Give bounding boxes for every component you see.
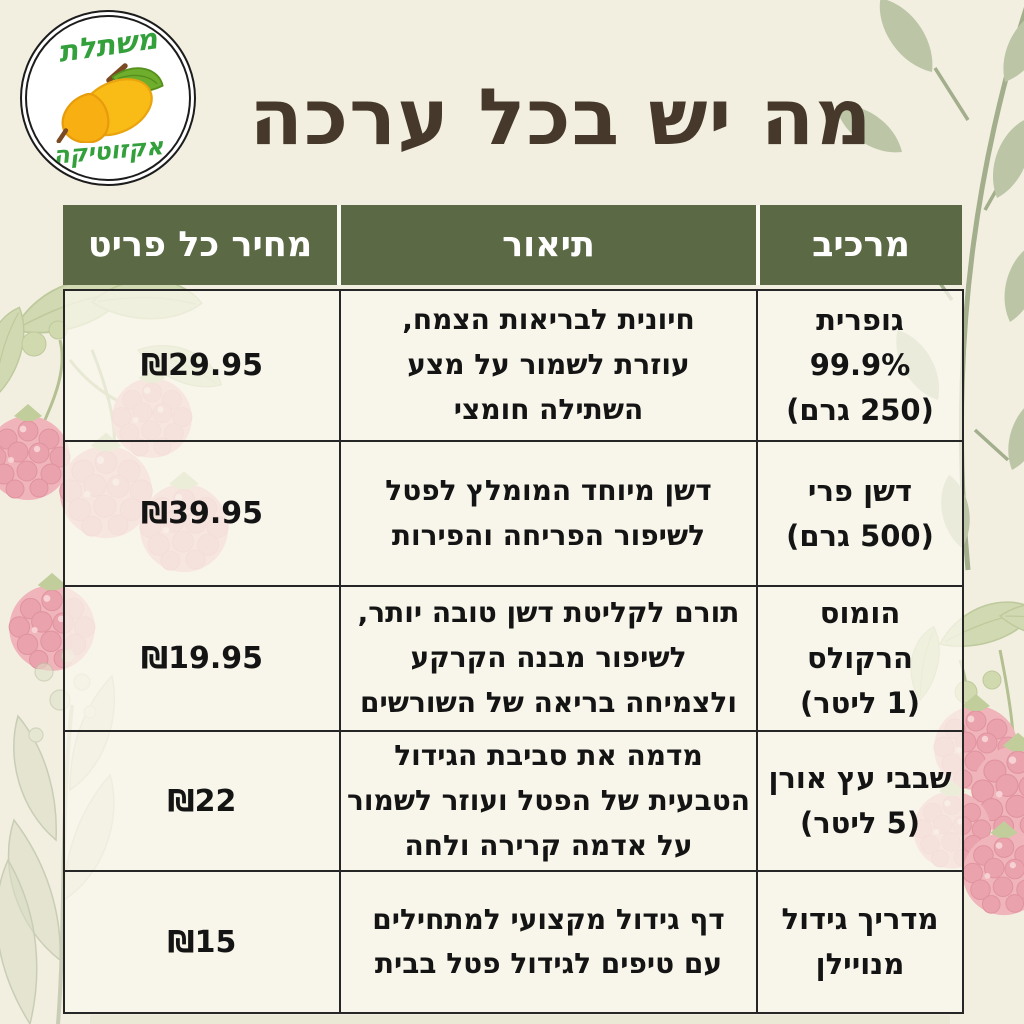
kit-contents-table: גופרית 99.9% (250 גרם) חיונית לבריאות הצ… [63, 289, 964, 1015]
price-cell: ₪22 [63, 729, 341, 873]
description-cell: חיונית לבריאות הצמח, עוזרת לשמור על מצע … [339, 289, 758, 442]
table-header-row: מרכיב תיאור מחיר כל פריט [63, 205, 962, 285]
component-cell: גופרית 99.9% (250 גרם) [756, 289, 964, 442]
description-cell: מדמה את סביבת הגידול הטבעית של הפטל ועוז… [339, 729, 758, 873]
price-cell: ₪39.95 [63, 440, 341, 587]
price-cell: ₪19.95 [63, 585, 341, 732]
component-cell: דשן פרי (500 גרם) [756, 440, 964, 587]
component-cell: מדריך גידול מנויילן [756, 870, 964, 1015]
nursery-logo: משתלת אקזוטיקה [20, 10, 196, 186]
price-cell: ₪15 [63, 870, 341, 1015]
description-cell: תורם לקליטת דשן טובה יותר, לשיפור מבנה ה… [339, 585, 758, 732]
column-header-component: מרכיב [760, 205, 962, 285]
mango-icon [56, 62, 164, 143]
logo-ring: משתלת אקזוטיקה [25, 15, 191, 181]
description-cell: דף גידול מקצועי למתחילים עם טיפים לגידול… [339, 870, 758, 1015]
component-cell: הומוס הרקולס (1 ליטר) [756, 585, 964, 732]
bottom-wash [90, 1015, 950, 1024]
table-row: שבבי עץ אורן (5 ליטר) מדמה את סביבת הגיד… [63, 729, 964, 873]
description-cell: דשן מיוחד המומלץ לפטל לשיפור הפריחה והפי… [339, 440, 758, 587]
component-cell: שבבי עץ אורן (5 ליטר) [756, 729, 964, 873]
page-title: מה יש בכל ערכה [249, 73, 873, 163]
table-row: דשן פרי (500 גרם) דשן מיוחד המומלץ לפטל … [63, 440, 964, 587]
table-row: גופרית 99.9% (250 גרם) חיונית לבריאות הצ… [63, 289, 964, 442]
price-cell: ₪29.95 [63, 289, 341, 442]
column-header-price: מחיר כל פריט [63, 205, 337, 285]
table-row: מדריך גידול מנויילן דף גידול מקצועי למתח… [63, 870, 964, 1015]
table-row: הומוס הרקולס (1 ליטר) תורם לקליטת דשן טו… [63, 585, 964, 732]
column-header-description: תיאור [341, 205, 756, 285]
